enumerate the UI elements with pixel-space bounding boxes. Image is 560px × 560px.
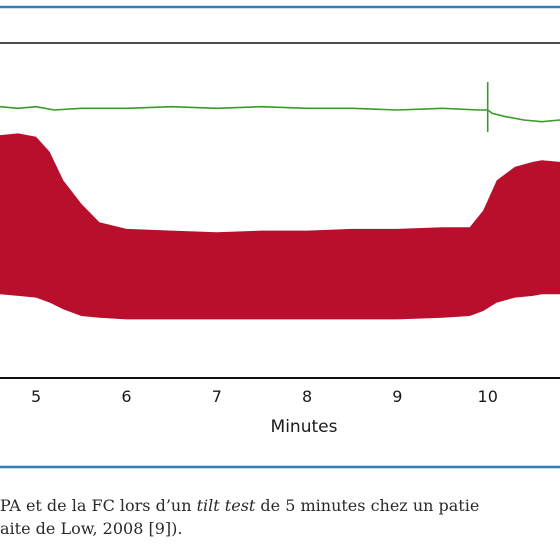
caption-line-1-start: PA et de la FC lors d’un — [0, 496, 197, 515]
x-tick-label-8: 8 — [302, 387, 312, 406]
caption-line-1-end: de 5 minutes chez un patie — [255, 496, 480, 515]
x-tick-label-10: 10 — [478, 387, 498, 406]
x-axis-title: Minutes — [271, 417, 338, 437]
x-tick-label-7: 7 — [212, 387, 222, 406]
x-tick-label-6: 6 — [121, 387, 131, 406]
caption-line-2: aite de Low, 2008 [9]). — [0, 519, 183, 538]
pressure-layer — [0, 133, 560, 320]
caption-line-1: PA et de la FC lors d’un tilt test de 5 … — [0, 494, 560, 517]
blood-pressure-band — [0, 133, 560, 320]
heart-rate-line — [0, 105, 560, 123]
x-tick-label-9: 9 — [392, 387, 402, 406]
x-tick-labels: 5 6 7 8 9 10 — [31, 387, 498, 406]
figure-caption: PA et de la FC lors d’un tilt test de 5 … — [0, 494, 560, 540]
x-tick-label-5: 5 — [31, 387, 41, 406]
heart-rate-layer — [0, 82, 560, 132]
caption-tilt-test-italic: tilt test — [196, 496, 256, 515]
